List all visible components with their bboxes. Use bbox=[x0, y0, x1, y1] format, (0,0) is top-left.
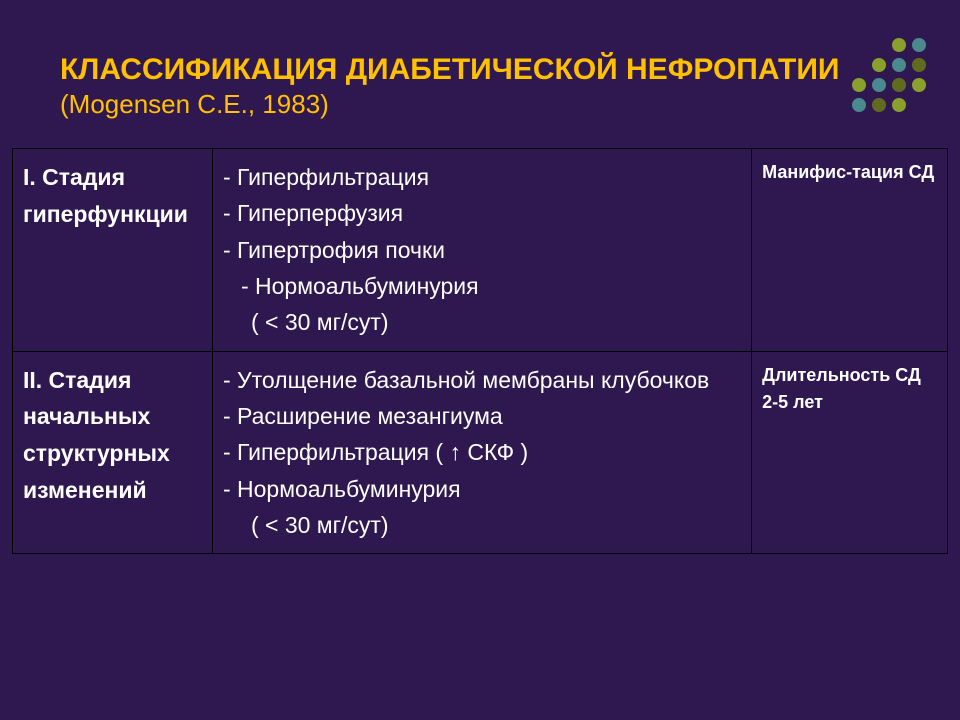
title-main: КЛАССИФИКАЦИЯ ДИАБЕТИЧЕСКОЙ НЕФРОПАТИИ bbox=[60, 53, 839, 86]
timing-cell: Манифис-тация СД bbox=[752, 149, 948, 352]
dot-icon bbox=[872, 98, 886, 112]
description-line: - Нормоальбуминурия bbox=[223, 268, 741, 304]
stage-cell: I. Стадия гиперфункции bbox=[13, 149, 213, 352]
dot-icon bbox=[872, 78, 886, 92]
stage-cell: II. Стадия начальных структурных изменен… bbox=[13, 351, 213, 554]
title-sub: (Mogensen C.E., 1983) bbox=[60, 89, 329, 119]
dot-icon bbox=[852, 78, 866, 92]
dot-icon bbox=[872, 58, 886, 72]
dot-icon bbox=[892, 98, 906, 112]
dot-icon bbox=[912, 58, 926, 72]
description-cell: - Утолщение базальной мембраны клубочков… bbox=[212, 351, 751, 554]
description-line: - Нормоальбуминурия bbox=[223, 471, 741, 507]
timing-text: Длительность СД 2-5 лет bbox=[762, 362, 937, 416]
stage-label: II. Стадия начальных структурных изменен… bbox=[23, 362, 202, 509]
description-text: - Гиперфильтрация- Гиперперфузия- Гиперт… bbox=[223, 159, 741, 341]
table-row: II. Стадия начальных структурных изменен… bbox=[13, 351, 948, 554]
description-line: - Расширение мезангиума bbox=[223, 398, 741, 434]
table-row: I. Стадия гиперфункции- Гиперфильтрация-… bbox=[13, 149, 948, 352]
slide-title: КЛАССИФИКАЦИЯ ДИАБЕТИЧЕСКОЙ НЕФРОПАТИИ (… bbox=[0, 0, 960, 138]
dot-icon bbox=[892, 78, 906, 92]
description-line: - Гиперфильтрация bbox=[223, 159, 741, 195]
description-line: - Гиперфильтрация ( ↑ СКФ ) bbox=[223, 434, 741, 470]
decorative-dot-grid bbox=[850, 36, 928, 114]
dot-icon bbox=[912, 38, 926, 52]
dot-icon bbox=[852, 98, 866, 112]
table-body: I. Стадия гиперфункции- Гиперфильтрация-… bbox=[13, 149, 948, 554]
dot-icon bbox=[892, 58, 906, 72]
description-line: - Гиперперфузия bbox=[223, 195, 741, 231]
description-cell: - Гиперфильтрация- Гиперперфузия- Гиперт… bbox=[212, 149, 751, 352]
dot-icon bbox=[892, 38, 906, 52]
timing-text: Манифис-тация СД bbox=[762, 159, 937, 186]
description-line: ( < 30 мг/сут) bbox=[223, 304, 741, 340]
stage-label: I. Стадия гиперфункции bbox=[23, 159, 202, 233]
description-text: - Утолщение базальной мембраны клубочков… bbox=[223, 362, 741, 544]
dot-icon bbox=[912, 78, 926, 92]
description-line: - Утолщение базальной мембраны клубочков bbox=[223, 362, 741, 398]
timing-cell: Длительность СД 2-5 лет bbox=[752, 351, 948, 554]
description-line: - Гипертрофия почки bbox=[223, 232, 741, 268]
classification-table: I. Стадия гиперфункции- Гиперфильтрация-… bbox=[12, 148, 948, 554]
description-line: ( < 30 мг/сут) bbox=[223, 507, 741, 543]
